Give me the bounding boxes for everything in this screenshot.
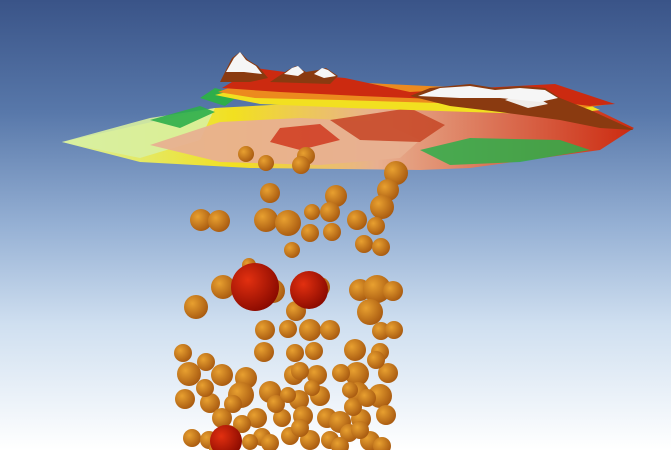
sphere-marker bbox=[190, 209, 212, 231]
sphere-marker bbox=[286, 344, 304, 362]
sphere-marker bbox=[345, 362, 369, 386]
sphere-marker bbox=[292, 156, 310, 174]
snow-cap-central-b bbox=[314, 68, 336, 78]
sphere-marker bbox=[372, 322, 390, 340]
sphere-marker bbox=[347, 210, 367, 230]
sphere-marker bbox=[261, 434, 279, 450]
snow-cap-east-peak bbox=[505, 94, 548, 108]
sphere-marker bbox=[344, 398, 362, 416]
sphere-marker bbox=[273, 409, 291, 427]
sphere-marker bbox=[385, 321, 403, 339]
sphere-marker bbox=[255, 320, 275, 340]
sphere-marker bbox=[363, 275, 391, 303]
sphere-marker bbox=[291, 419, 309, 437]
sphere-marker bbox=[177, 362, 201, 386]
sphere-marker bbox=[331, 437, 349, 450]
sphere-marker bbox=[280, 387, 296, 403]
sphere-marker bbox=[304, 204, 320, 220]
sphere-marker-large bbox=[231, 263, 279, 311]
sphere-marker bbox=[344, 339, 366, 361]
sphere-marker-large bbox=[210, 425, 242, 450]
sphere-marker bbox=[320, 202, 340, 222]
sphere-marker bbox=[260, 183, 280, 203]
sphere-marker bbox=[367, 217, 385, 235]
sphere-marker bbox=[384, 161, 408, 185]
sphere-point-layer[interactable] bbox=[174, 146, 408, 450]
sphere-marker bbox=[305, 342, 323, 360]
sphere-marker bbox=[332, 364, 350, 382]
sphere-marker bbox=[254, 342, 274, 362]
terrain-grass-south bbox=[420, 138, 590, 165]
sphere-marker bbox=[357, 299, 383, 325]
terrain-elevation-layer[interactable] bbox=[62, 52, 634, 170]
sphere-marker bbox=[267, 395, 285, 413]
sphere-marker bbox=[378, 363, 398, 383]
sphere-marker bbox=[279, 320, 297, 338]
sphere-marker bbox=[301, 224, 319, 242]
sphere-marker bbox=[383, 281, 403, 301]
sphere-marker bbox=[211, 364, 233, 386]
sphere-marker bbox=[196, 379, 214, 397]
sphere-marker bbox=[275, 210, 301, 236]
sphere-marker bbox=[175, 389, 195, 409]
sphere-marker bbox=[174, 344, 192, 362]
sphere-marker bbox=[325, 185, 347, 207]
sphere-marker bbox=[224, 395, 242, 413]
sphere-marker bbox=[351, 421, 369, 439]
sphere-marker bbox=[367, 351, 385, 369]
sphere-marker bbox=[323, 223, 341, 241]
sphere-marker bbox=[254, 208, 278, 232]
sphere-marker bbox=[184, 295, 208, 319]
sphere-marker bbox=[258, 155, 274, 171]
sphere-marker bbox=[233, 415, 251, 433]
sphere-marker bbox=[355, 235, 373, 253]
sphere-marker bbox=[291, 362, 309, 380]
sphere-marker-large bbox=[290, 271, 328, 309]
sphere-marker bbox=[376, 405, 396, 425]
sphere-marker bbox=[358, 389, 376, 407]
sphere-marker bbox=[304, 380, 320, 396]
sphere-marker bbox=[320, 320, 340, 340]
sphere-marker bbox=[242, 434, 258, 450]
sphere-marker bbox=[211, 275, 235, 299]
sphere-marker bbox=[372, 238, 390, 256]
sphere-marker bbox=[208, 210, 230, 232]
sphere-marker bbox=[197, 353, 215, 371]
sphere-marker bbox=[299, 319, 321, 341]
sphere-marker bbox=[200, 393, 220, 413]
sphere-marker bbox=[183, 429, 201, 447]
sphere-marker bbox=[284, 242, 300, 258]
terrain-district-core bbox=[270, 124, 340, 150]
sphere-marker bbox=[370, 195, 394, 219]
terrain-grass-north bbox=[150, 106, 215, 128]
snow-cap-central-a bbox=[284, 66, 304, 76]
sphere-marker bbox=[342, 382, 358, 398]
sphere-marker bbox=[212, 408, 232, 428]
sphere-marker bbox=[373, 437, 391, 450]
snow-cap-west bbox=[226, 52, 262, 74]
terrain-district-east bbox=[330, 108, 445, 142]
sphere-marker bbox=[238, 146, 254, 162]
sphere-marker bbox=[247, 408, 267, 428]
